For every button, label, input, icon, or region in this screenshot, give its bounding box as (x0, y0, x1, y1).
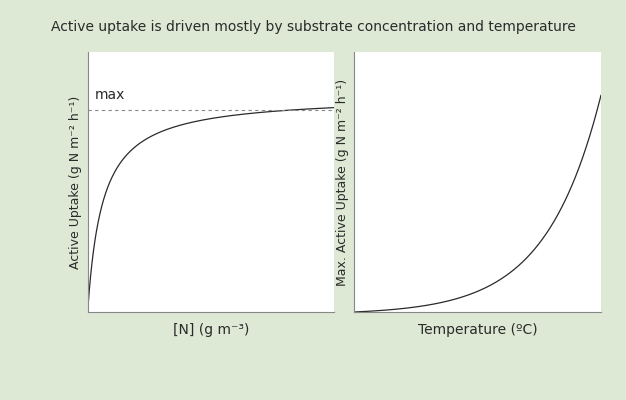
Text: Active uptake is driven mostly by substrate concentration and temperature: Active uptake is driven mostly by substr… (51, 20, 575, 34)
X-axis label: [N] (g m⁻³): [N] (g m⁻³) (173, 323, 249, 337)
Y-axis label: Active Uptake (g N m⁻² h⁻¹): Active Uptake (g N m⁻² h⁻¹) (69, 95, 82, 269)
X-axis label: Temperature (ºC): Temperature (ºC) (418, 323, 537, 337)
Text: max: max (95, 88, 125, 102)
Y-axis label: Max. Active Uptake (g N m⁻² h⁻¹): Max. Active Uptake (g N m⁻² h⁻¹) (336, 78, 349, 286)
